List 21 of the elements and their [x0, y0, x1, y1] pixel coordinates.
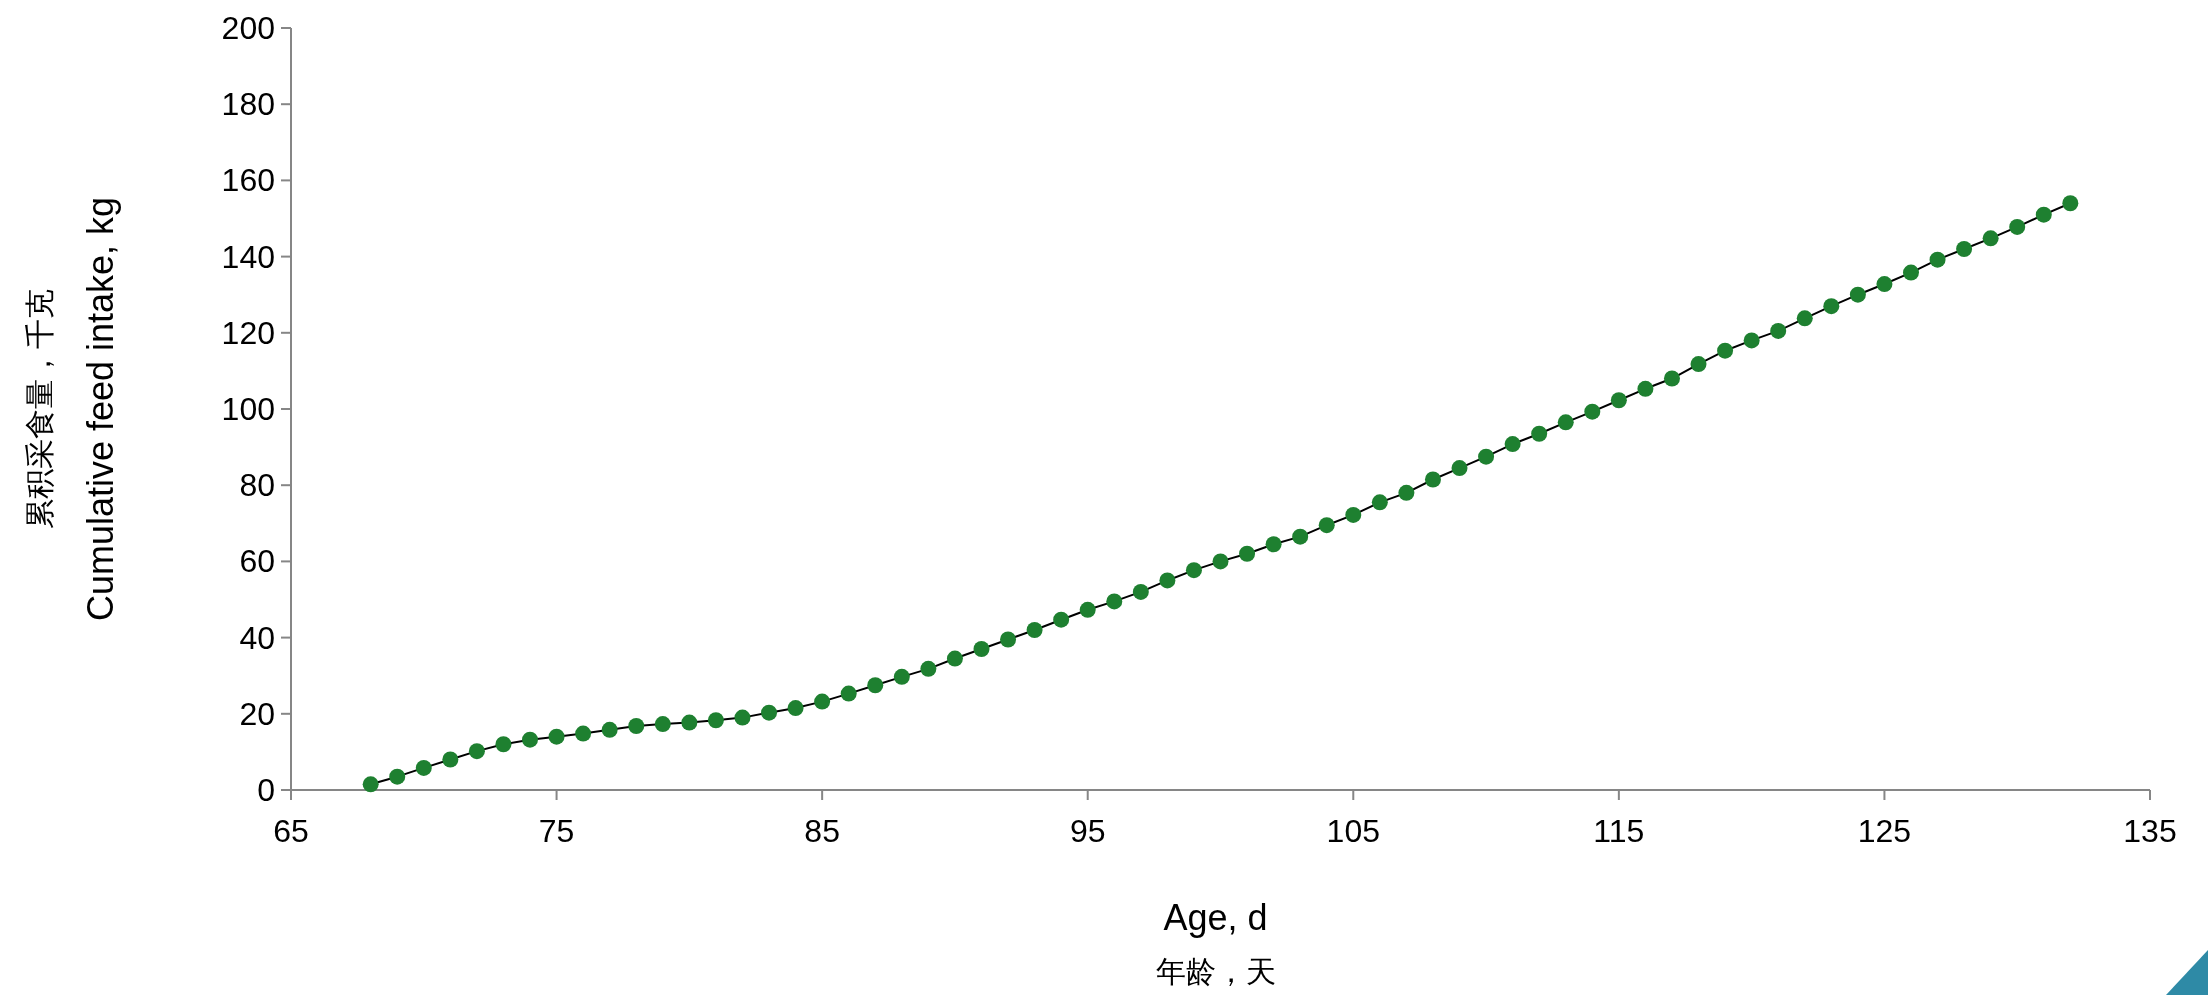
y-axis-title: 累积采食量，千克 Cumulative feed intake, kg	[23, 196, 121, 622]
x-tick-label: 95	[1069, 813, 1106, 849]
x-tick-label: 125	[1857, 813, 1912, 849]
y-tick-label: 140	[221, 238, 275, 275]
y-tick-label: 60	[239, 543, 275, 580]
y-tick-label: 40	[239, 619, 275, 656]
x-tick-label: 85	[804, 813, 840, 849]
x-tick-label: 65	[273, 813, 309, 849]
x-axis-title: Age, d 年龄，天	[1155, 897, 1276, 988]
x-tick-label: 115	[1593, 813, 1645, 849]
y-tick-label: 0	[257, 772, 275, 808]
x-tick-label: 135	[2123, 813, 2177, 849]
y-tick-label: 100	[221, 391, 275, 427]
y-tick-label: 160	[221, 162, 275, 199]
y-tick-label: 120	[221, 314, 275, 351]
x-tick-label: 105	[1326, 813, 1380, 849]
y-tick-label: 80	[239, 467, 275, 504]
y-tick-label: 180	[221, 86, 275, 123]
x-tick-label: 75	[538, 813, 575, 849]
y-tick-label: 20	[239, 695, 275, 732]
y-tick-label: 200	[221, 10, 275, 46]
